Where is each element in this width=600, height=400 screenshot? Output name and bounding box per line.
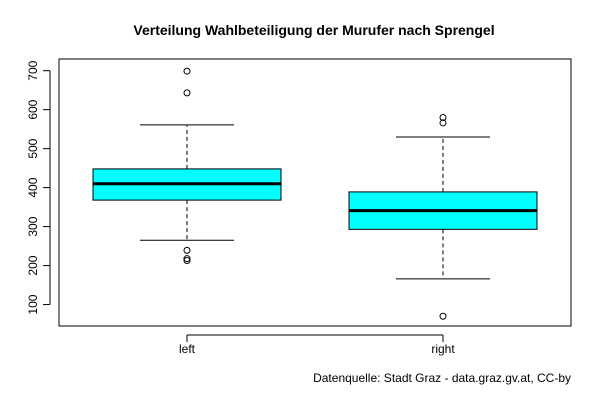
y-tick-label: 500	[26, 138, 40, 158]
outlier-point	[183, 257, 191, 265]
outlier-point	[183, 246, 191, 254]
y-tick-label: 400	[26, 177, 40, 197]
chart-title: Verteilung Wahlbeteiligung der Murufer n…	[133, 22, 494, 38]
plot-frame	[58, 58, 572, 327]
y-tick-label: 300	[26, 216, 40, 236]
outlier-point	[439, 312, 447, 320]
x-tick-label: right	[431, 342, 455, 356]
box-right	[348, 113, 538, 320]
y-tick-label: 100	[26, 294, 40, 314]
y-tick-label: 200	[26, 255, 40, 275]
outlier-point	[183, 67, 191, 75]
y-tick-label: 600	[26, 99, 40, 119]
outlier-point	[439, 119, 447, 127]
y-axis: 100 200 300 400 500 600 700	[26, 60, 51, 315]
boxes-layer	[92, 67, 538, 320]
outlier-point	[183, 89, 191, 97]
x-tick-label: left	[179, 342, 196, 356]
source-footnote: Datenquelle: Stadt Graz - data.graz.gv.a…	[313, 371, 571, 385]
x-axis: left right	[179, 334, 455, 356]
y-tick-label: 700	[26, 60, 40, 80]
outlier-point	[183, 255, 191, 263]
box-left	[92, 67, 282, 265]
outlier-point	[439, 113, 447, 121]
